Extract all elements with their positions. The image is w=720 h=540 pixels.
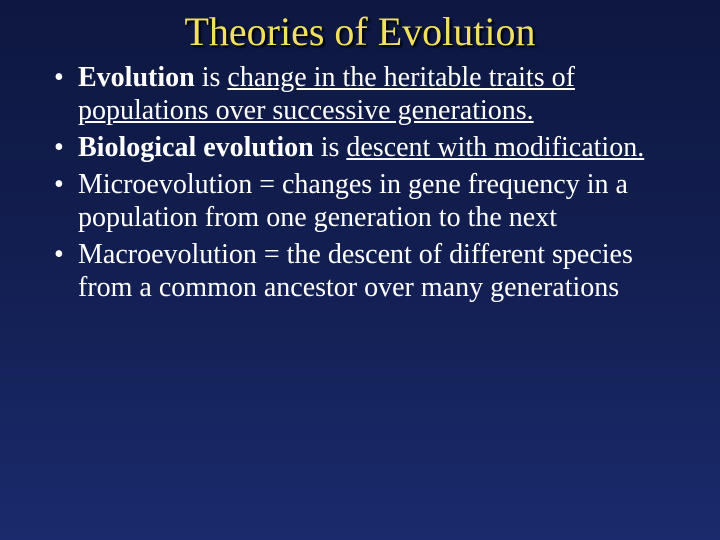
bullet-text: Macroevolution = the descent of differen… bbox=[78, 239, 633, 303]
bullet-item: Macroevolution = the descent of differen… bbox=[50, 238, 680, 304]
bullet-list: Evolution is change in the heritable tra… bbox=[50, 61, 680, 304]
bullet-item: Evolution is change in the heritable tra… bbox=[50, 61, 680, 127]
bullet-bold: Evolution bbox=[78, 62, 195, 93]
bullet-text: Microevolution = changes in gene frequen… bbox=[78, 169, 628, 233]
bullet-plain: is bbox=[314, 132, 347, 163]
bullet-item: Biological evolution is descent with mod… bbox=[50, 131, 680, 164]
bullet-item: Microevolution = changes in gene frequen… bbox=[50, 168, 680, 234]
bullet-plain: is bbox=[195, 62, 228, 93]
bullet-bold: Biological evolution bbox=[78, 132, 314, 163]
slide-body: Evolution is change in the heritable tra… bbox=[0, 61, 720, 304]
slide-title: Theories of Evolution bbox=[0, 0, 720, 61]
bullet-underline: descent with modification. bbox=[346, 132, 644, 163]
